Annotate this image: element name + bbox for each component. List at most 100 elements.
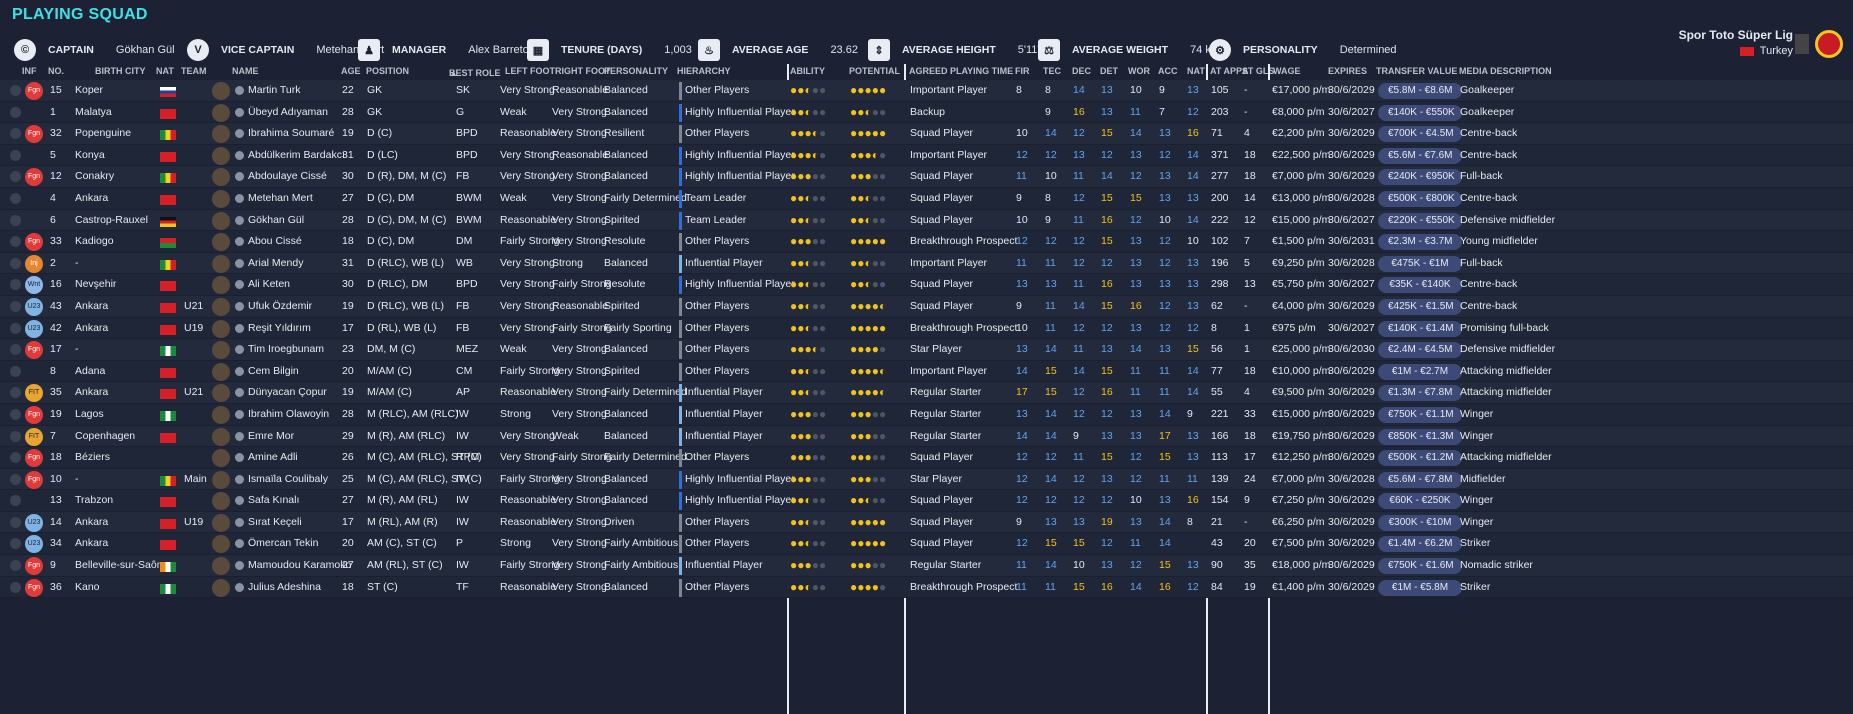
captain-info[interactable]: © CAPTAIN Gökhan Gül bbox=[14, 32, 175, 68]
transfer-value-pill[interactable]: €850K - €1.3M bbox=[1378, 428, 1462, 445]
transfer-value-pill[interactable]: €1M - €2.7M bbox=[1378, 363, 1462, 380]
row-select-checkbox[interactable] bbox=[10, 192, 21, 204]
nationality-flag-icon[interactable] bbox=[160, 518, 176, 529]
player-name-link[interactable]: Ibrahim Olawoyin bbox=[248, 407, 330, 420]
player-name-link[interactable]: Ibrahima Soumaré bbox=[248, 127, 335, 140]
nationality-flag-icon[interactable] bbox=[160, 173, 176, 184]
row-select-checkbox[interactable] bbox=[10, 300, 21, 312]
nationality-flag-icon[interactable] bbox=[160, 259, 176, 270]
row-select-checkbox[interactable] bbox=[10, 149, 21, 161]
player-name-link[interactable]: Sırat Keçeli bbox=[248, 515, 302, 528]
nationality-flag-icon[interactable] bbox=[160, 497, 176, 508]
nationality-flag-icon[interactable] bbox=[160, 130, 176, 141]
transfer-value-pill[interactable]: €35K - €140K bbox=[1378, 277, 1462, 294]
transfer-value-pill[interactable]: €475K - €1M bbox=[1378, 255, 1462, 272]
status-badge[interactable]: Inj bbox=[25, 254, 43, 273]
player-name-link[interactable]: Tim Iroegbunam bbox=[248, 343, 325, 356]
player-name-link[interactable]: Ömercan Tekin bbox=[248, 537, 319, 550]
transfer-value-pill[interactable]: €60K - €250K bbox=[1378, 493, 1462, 510]
table-row[interactable]: U23 34 Ankara Ömercan Tekin 20 AM (C), ST (C)… bbox=[0, 533, 1853, 556]
row-select-checkbox[interactable] bbox=[10, 344, 21, 356]
transfer-value-pill[interactable]: €425K - €1.5M bbox=[1378, 298, 1462, 315]
col-potential[interactable]: POTENTIAL bbox=[849, 66, 900, 76]
transfer-value-pill[interactable]: €240K - €950K bbox=[1378, 169, 1462, 186]
captain-value[interactable]: Gökhan Gül bbox=[115, 44, 175, 56]
status-badge[interactable]: Wnt bbox=[25, 276, 43, 295]
table-row[interactable]: FIT 7 Copenhagen Emre Mor 29 M (R), AM (RLC) I… bbox=[0, 425, 1853, 448]
player-name-link[interactable]: Gökhan Gül bbox=[248, 213, 305, 226]
nationality-flag-icon[interactable] bbox=[160, 346, 176, 357]
table-row[interactable]: 5 Konya Abdülkerim Bardakcı 31 D (LC) BPD Very… bbox=[0, 144, 1853, 167]
nationality-flag-icon[interactable] bbox=[160, 389, 176, 400]
nationality-flag-icon[interactable] bbox=[160, 194, 176, 205]
row-select-checkbox[interactable] bbox=[10, 279, 21, 291]
transfer-value-pill[interactable]: €220K - €550K bbox=[1378, 212, 1462, 229]
col-at-gls[interactable]: AT GLS bbox=[1242, 66, 1275, 76]
status-badge[interactable]: Fgn bbox=[25, 470, 43, 489]
transfer-value-pill[interactable]: €2.4M - €4.5M bbox=[1378, 342, 1462, 359]
league-name[interactable]: Spor Toto Süper Lig bbox=[1678, 28, 1793, 42]
player-name-link[interactable]: Abdoulaye Cissé bbox=[248, 170, 327, 183]
player-name-link[interactable]: Abdülkerim Bardakcı bbox=[248, 148, 345, 161]
col-nat[interactable]: NAT bbox=[156, 66, 174, 76]
player-name-link[interactable]: Abou Cissé bbox=[248, 235, 302, 248]
nationality-flag-icon[interactable] bbox=[160, 410, 176, 421]
col-at-apps[interactable]: AT APPS bbox=[1210, 66, 1249, 76]
transfer-value-pill[interactable]: €140K - €550K bbox=[1378, 104, 1462, 121]
status-badge[interactable]: Fgn bbox=[25, 557, 43, 576]
col-ability[interactable]: ABILITY bbox=[790, 66, 825, 76]
nationality-flag-icon[interactable] bbox=[160, 281, 176, 292]
player-name-link[interactable]: Ali Keten bbox=[248, 278, 291, 291]
col-expires[interactable]: EXPIRES bbox=[1328, 66, 1368, 76]
transfer-value-pill[interactable]: €2.3M - €3.7M bbox=[1378, 234, 1462, 251]
nationality-flag-icon[interactable] bbox=[160, 216, 176, 227]
row-select-checkbox[interactable] bbox=[10, 236, 21, 248]
table-row[interactable]: Fgn 19 Lagos Ibrahim Olawoyin 28 M (RLC), AM … bbox=[0, 403, 1853, 426]
nationality-flag-icon[interactable] bbox=[160, 367, 176, 378]
table-row[interactable]: 13 Trabzon Safa Kınalı 27 M (R), AM (RL) IW Re… bbox=[0, 490, 1853, 512]
status-badge[interactable]: Fgn bbox=[25, 449, 43, 468]
col-media-description[interactable]: MEDIA DESCRIPTION bbox=[1459, 66, 1552, 76]
player-name-link[interactable]: Arial Mendy bbox=[248, 256, 304, 269]
transfer-value-pill[interactable]: €5.6M - €7.8M bbox=[1378, 471, 1462, 488]
table-row[interactable]: Fgn 33 Kadiogo Abou Cissé 18 D (C), DM DM Fairl… bbox=[0, 231, 1853, 253]
table-row[interactable]: Wnt 16 Nevşehir Ali Keten 30 D (RLC), DM BPD Ve… bbox=[0, 274, 1853, 296]
col-transfer-value[interactable]: TRANSFER VALUE bbox=[1376, 66, 1458, 76]
player-name-link[interactable]: Emre Mor bbox=[248, 429, 295, 442]
status-badge[interactable]: FIT bbox=[25, 384, 43, 403]
player-name-link[interactable]: Metehan Mert bbox=[248, 191, 313, 204]
row-select-checkbox[interactable] bbox=[10, 430, 21, 442]
table-row[interactable]: U23 42 Ankara U19 Reşit Yıldırım 17 D (RL), WB… bbox=[0, 317, 1853, 340]
status-badge[interactable]: Fgn bbox=[25, 405, 43, 424]
table-row[interactable]: U23 43 Ankara U21 Ufuk Özdemir 19 D (RLC), WB … bbox=[0, 295, 1853, 318]
col-agreed-playing-time[interactable]: AGREED PLAYING TIME bbox=[909, 66, 1014, 76]
row-select-checkbox[interactable] bbox=[10, 538, 21, 550]
col-left-foot[interactable]: LEFT FOOT bbox=[505, 66, 555, 76]
table-row[interactable]: Fgn 9 Belleville-sur-Saône Mamoudou Karamok… bbox=[0, 555, 1853, 577]
player-name-link[interactable]: Dünyacan Çopur bbox=[248, 386, 327, 399]
col-det[interactable]: DET bbox=[1100, 66, 1118, 76]
row-select-checkbox[interactable] bbox=[10, 516, 21, 528]
nationality-flag-icon[interactable] bbox=[160, 324, 176, 335]
table-row[interactable]: Fgn 36 Kano Julius Adeshina 18 ST (C) TF Reason… bbox=[0, 576, 1853, 599]
status-badge[interactable]: U23 bbox=[25, 513, 43, 532]
vice-captain-info[interactable]: V VICE CAPTAIN Metehan Mert bbox=[187, 32, 384, 68]
transfer-value-pill[interactable]: €500K - €800K bbox=[1378, 190, 1462, 207]
transfer-value-pill[interactable]: €5.6M - €7.6M bbox=[1378, 147, 1462, 164]
status-badge[interactable]: Fgn bbox=[25, 341, 43, 360]
player-name-link[interactable]: Reşit Yıldırım bbox=[248, 321, 311, 334]
col-age[interactable]: AGE bbox=[341, 66, 361, 76]
status-badge[interactable]: Fgn bbox=[25, 125, 43, 144]
table-row[interactable]: 6 Castrop-Rauxel Gökhan Gül 28 D (C), DM, M … bbox=[0, 209, 1853, 232]
status-badge[interactable]: Fgn bbox=[25, 233, 43, 252]
status-badge[interactable]: Fgn bbox=[25, 82, 43, 100]
nationality-flag-icon[interactable] bbox=[160, 540, 176, 551]
transfer-value-pill[interactable]: €750K - €1.1M bbox=[1378, 406, 1462, 423]
table-row[interactable]: 8 Adana Cem Bilgin 20 M/AM (C) CM Fairly Stron… bbox=[0, 360, 1853, 383]
col-no[interactable]: NO. bbox=[48, 66, 65, 76]
status-badge[interactable]: U23 bbox=[25, 319, 43, 338]
nationality-flag-icon[interactable] bbox=[160, 108, 176, 119]
nationality-flag-icon[interactable] bbox=[160, 583, 176, 594]
status-badge[interactable]: Fgn bbox=[25, 578, 43, 597]
row-select-checkbox[interactable] bbox=[10, 214, 21, 226]
